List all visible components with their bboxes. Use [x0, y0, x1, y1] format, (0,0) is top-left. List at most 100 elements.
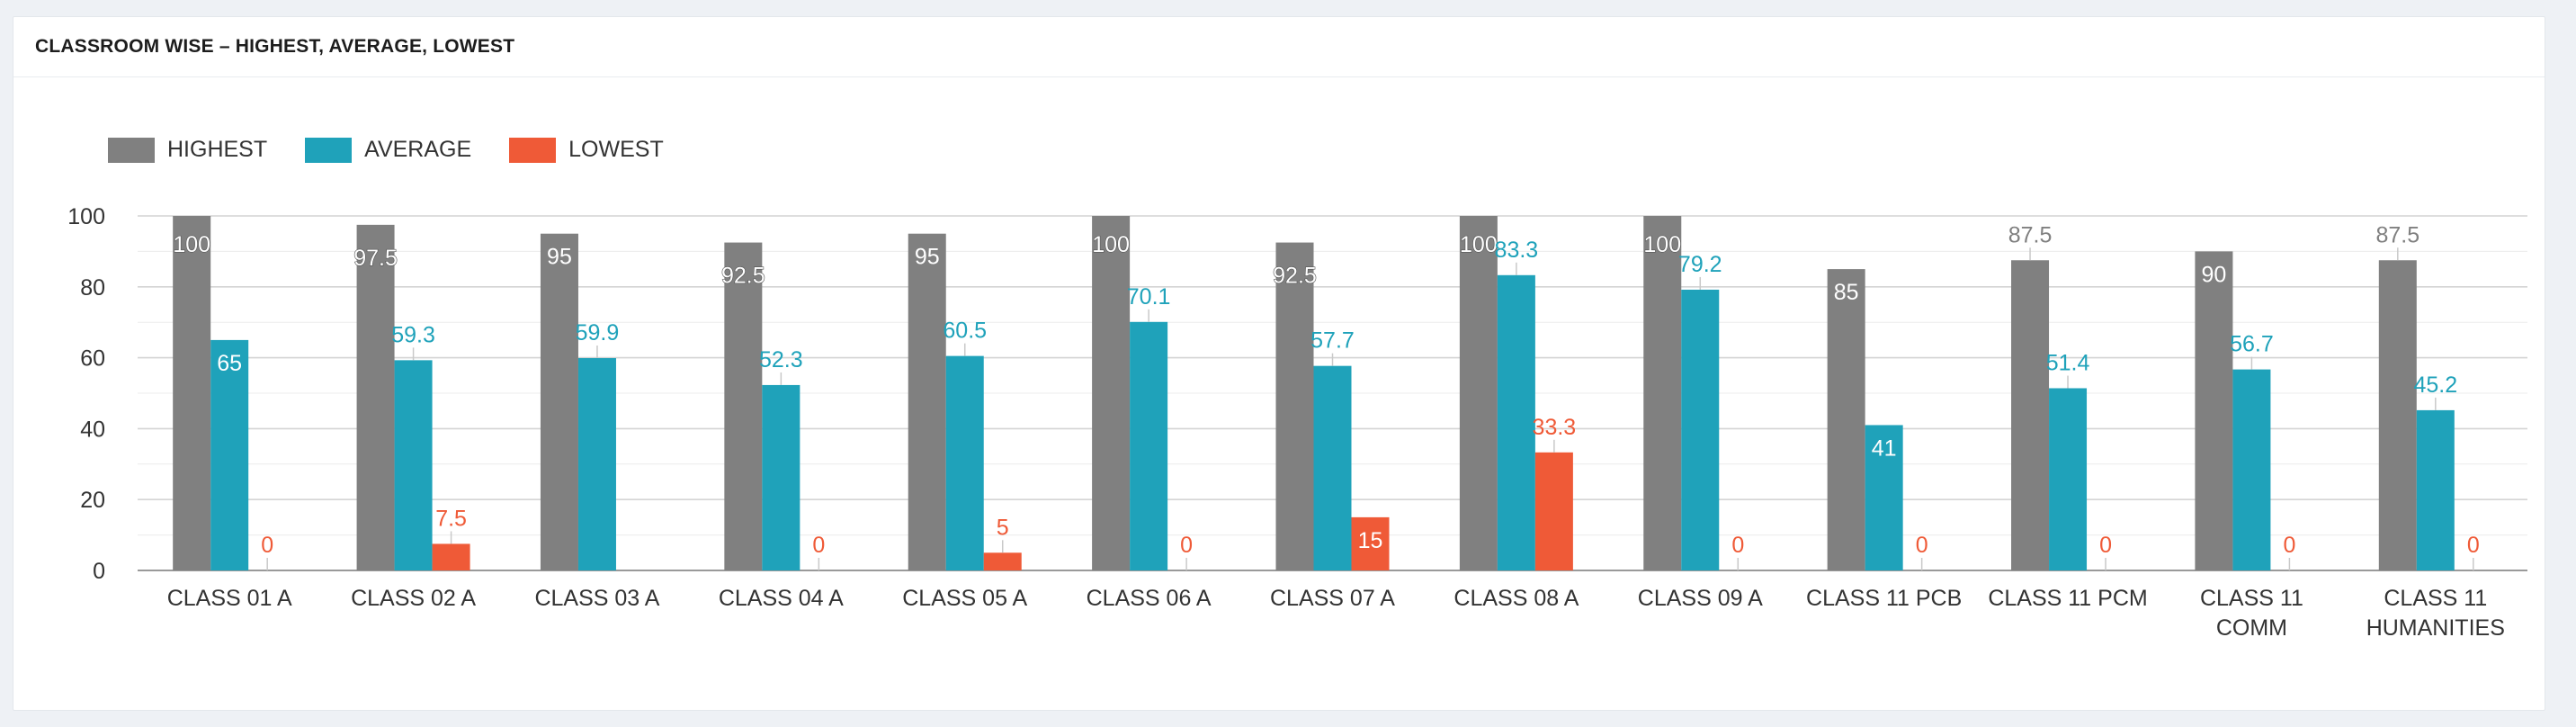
- bar-highest: [1643, 216, 1682, 570]
- data-label-highest: 100: [1460, 232, 1498, 257]
- legend-label-highest: HIGHEST: [167, 137, 268, 162]
- data-label-highest: 92.5: [721, 264, 765, 289]
- data-label-average: 65: [217, 351, 242, 376]
- data-label-lowest: 0: [812, 533, 825, 558]
- x-tick-label: CLASS 11 PCB: [1806, 586, 1962, 611]
- card-title: CLASSROOM WISE – HIGHEST, AVERAGE, LOWES…: [35, 36, 515, 57]
- data-label-lowest: 0: [1916, 533, 1928, 558]
- bar-lowest: [983, 552, 1022, 570]
- bar-average: [2416, 409, 2455, 570]
- data-label-average: 56.7: [2230, 332, 2274, 357]
- data-label-lowest: 7.5: [435, 506, 467, 531]
- legend-item-average[interactable]: AVERAGE: [305, 137, 471, 163]
- bar-lowest: [1351, 516, 1390, 570]
- x-tick-label: CLASS 11: [2384, 586, 2487, 611]
- x-tick-label: COMM: [2216, 615, 2287, 641]
- data-label-average: 41: [1872, 435, 1897, 461]
- data-label-average: 70.1: [1127, 284, 1171, 310]
- data-label-highest: 95: [547, 245, 572, 270]
- bar-average: [1497, 274, 1535, 570]
- x-tick-label: CLASS 07 A: [1270, 586, 1395, 611]
- bar-highest: [173, 216, 211, 570]
- bar-average: [1130, 321, 1168, 570]
- y-tick-label: 20: [80, 488, 105, 513]
- legend-swatch-highest: [108, 137, 155, 163]
- bar-highest: [2011, 260, 2050, 570]
- data-label-highest: 100: [173, 232, 210, 257]
- data-label-average: 52.3: [759, 347, 803, 372]
- bar-average: [210, 339, 249, 570]
- bar-highest: [1459, 216, 1498, 570]
- x-tick-label: HUMANITIES: [2366, 615, 2505, 641]
- x-tick-label: CLASS 08 A: [1453, 586, 1579, 611]
- x-tick-label: CLASS 11: [2200, 586, 2303, 611]
- legend-label-lowest: LOWEST: [568, 137, 664, 162]
- data-label-average: 45.2: [2413, 372, 2457, 398]
- y-tick-label: 40: [80, 417, 105, 442]
- x-tick-label: CLASS 11 PCM: [1988, 586, 2147, 611]
- bar-lowest: [1534, 452, 1573, 570]
- bar-average: [2049, 388, 2088, 570]
- bar-average: [577, 357, 616, 570]
- bar-highest: [1092, 216, 1131, 570]
- data-label-highest: 100: [1643, 232, 1681, 257]
- data-label-average: 83.3: [1495, 238, 1539, 263]
- bar-average: [762, 384, 801, 570]
- bar-average: [945, 355, 984, 570]
- x-tick-label: CLASS 09 A: [1638, 586, 1763, 611]
- data-label-highest: 85: [1834, 280, 1859, 305]
- x-tick-label: CLASS 06 A: [1087, 586, 1212, 611]
- bar-highest: [724, 242, 763, 570]
- x-tick-label: CLASS 01 A: [167, 586, 292, 611]
- y-tick-label: 0: [93, 559, 105, 584]
- data-label-highest: 95: [915, 245, 940, 270]
- legend-item-lowest[interactable]: LOWEST: [509, 137, 664, 163]
- bar-lowest: [432, 543, 470, 570]
- data-label-highest: 87.5: [2375, 222, 2419, 247]
- bar-highest: [1827, 269, 1865, 570]
- bar-average: [2232, 369, 2271, 570]
- bar-average: [1313, 365, 1352, 570]
- data-label-lowest: 15: [1358, 528, 1383, 553]
- data-label-lowest: 0: [1731, 533, 1744, 558]
- bar-highest: [2195, 251, 2233, 570]
- bar-average: [394, 360, 433, 570]
- data-label-average: 59.3: [391, 322, 435, 347]
- data-label-average: 59.9: [576, 320, 620, 346]
- data-label-average: 60.5: [943, 319, 987, 344]
- x-tick-label: CLASS 04 A: [719, 586, 844, 611]
- x-tick-label: CLASS 05 A: [902, 586, 1027, 611]
- card-header: CLASSROOM WISE – HIGHEST, AVERAGE, LOWES…: [13, 17, 2545, 77]
- legend-item-highest[interactable]: HIGHEST: [108, 137, 267, 163]
- data-label-highest: 100: [1092, 232, 1130, 257]
- bar-highest: [908, 233, 946, 570]
- legend-label-average: AVERAGE: [364, 137, 472, 162]
- bar-highest: [540, 233, 578, 570]
- x-tick-label: CLASS 02 A: [351, 586, 476, 611]
- data-label-highest: 92.5: [1273, 264, 1317, 289]
- data-label-lowest: 0: [261, 533, 273, 558]
- data-label-lowest: 33.3: [1533, 415, 1577, 440]
- data-label-highest: 90: [2202, 262, 2227, 287]
- data-label-average: 79.2: [1678, 252, 1722, 277]
- data-label-lowest: 0: [2467, 533, 2480, 558]
- data-label-lowest: 0: [2283, 533, 2295, 558]
- x-tick-label: CLASS 03 A: [534, 586, 659, 611]
- data-label-average: 51.4: [2046, 350, 2090, 375]
- bar-highest: [356, 224, 395, 570]
- bar-highest: [1275, 242, 1314, 570]
- legend-swatch-lowest: [509, 137, 557, 163]
- bar-average: [1865, 425, 1903, 570]
- y-tick-label: 80: [80, 275, 105, 301]
- chart-legend: HIGHEST AVERAGE LOWEST: [108, 137, 702, 163]
- legend-swatch-average: [305, 137, 353, 163]
- bar-highest: [2378, 260, 2417, 570]
- y-tick-label: 100: [67, 204, 105, 229]
- data-label-average: 57.7: [1310, 328, 1355, 354]
- data-label-lowest: 0: [1180, 533, 1193, 558]
- bar-average: [1681, 289, 1720, 570]
- data-label-highest: 97.5: [353, 246, 398, 271]
- data-label-lowest: 0: [2099, 533, 2112, 558]
- data-label-lowest: 5: [997, 515, 1009, 540]
